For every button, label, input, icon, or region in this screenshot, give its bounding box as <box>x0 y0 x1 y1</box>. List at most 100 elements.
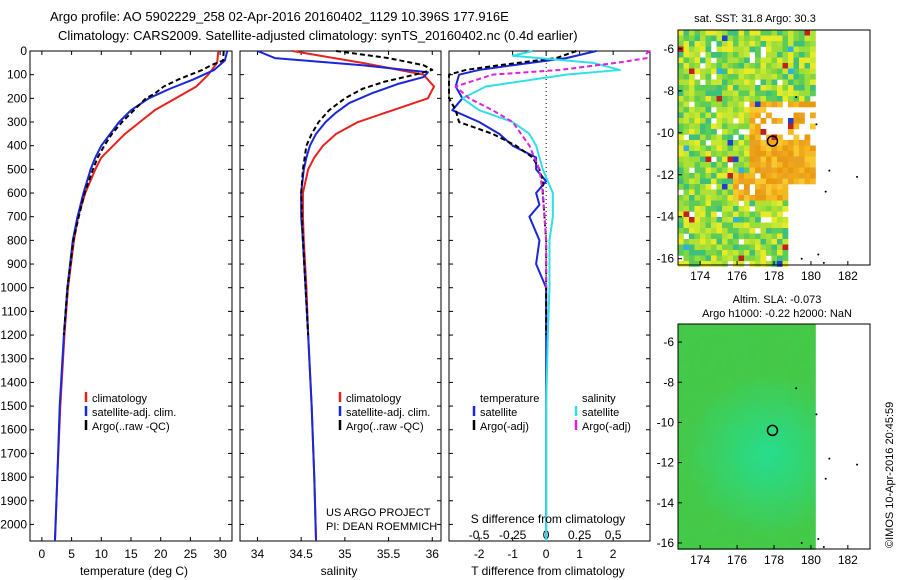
map-cell <box>705 324 712 330</box>
argo-float-marker <box>766 135 779 147</box>
map-cell <box>744 30 750 36</box>
map-cell <box>738 461 745 468</box>
map-cell <box>782 184 789 190</box>
map-cell <box>683 412 690 418</box>
map-cell <box>755 41 761 47</box>
map-cell <box>804 373 811 380</box>
map-y-tick-label: -8 <box>663 84 674 98</box>
map-cell <box>744 406 750 413</box>
map-cell <box>711 368 717 374</box>
map-cell <box>760 41 767 47</box>
map-cell <box>733 244 739 251</box>
map-cell <box>716 233 723 240</box>
map-cell <box>782 96 789 102</box>
map-cell <box>771 340 778 347</box>
map-cell <box>755 145 761 152</box>
map-cell <box>689 445 695 451</box>
map-cell <box>744 324 750 330</box>
map-cell <box>744 439 750 446</box>
map-cell <box>760 261 767 267</box>
map-cell <box>738 373 745 380</box>
map-cell <box>733 52 739 58</box>
map-cell <box>744 478 750 484</box>
map-cell <box>705 156 712 163</box>
map-cell <box>799 85 805 91</box>
map-cell <box>793 178 800 185</box>
map-cell <box>771 373 778 380</box>
map-cell <box>683 390 690 396</box>
map-cell <box>689 494 695 501</box>
plot-frame <box>29 50 233 542</box>
map-cell <box>733 494 739 501</box>
map-cell <box>755 211 761 218</box>
map-cell <box>700 261 706 267</box>
map-cell <box>799 63 805 69</box>
map-cell <box>810 483 816 490</box>
map-cell <box>771 189 778 196</box>
map-cell <box>744 239 750 245</box>
map-cell <box>782 456 789 462</box>
map-cell <box>683 516 690 523</box>
map-cell <box>771 351 778 358</box>
map-cell <box>782 362 789 369</box>
map-cell <box>799 478 805 484</box>
map-cell <box>760 373 767 380</box>
map-cell <box>733 178 739 185</box>
map-cell <box>683 173 690 179</box>
map-cell <box>716 516 723 523</box>
map-cell <box>689 368 695 374</box>
map-cell <box>804 156 811 163</box>
map-cell <box>705 96 712 102</box>
map-cell <box>788 335 794 341</box>
map-cell <box>733 129 739 135</box>
map-cell <box>716 167 723 174</box>
map-cell <box>799 30 805 36</box>
map-cell <box>760 244 767 251</box>
map-cell <box>689 233 695 240</box>
map-cell <box>749 340 756 347</box>
map-cell <box>700 211 706 218</box>
map-cell <box>749 500 756 506</box>
map-cell <box>793 145 800 152</box>
map-cell <box>716 41 723 47</box>
map-cell <box>749 511 756 517</box>
map-cell <box>722 156 728 163</box>
map-cell <box>689 200 695 207</box>
x-tick-label: 5 <box>68 547 75 561</box>
map-cell <box>700 467 706 473</box>
x-tick-label: 34.5 <box>289 547 313 561</box>
map-cell <box>799 522 805 528</box>
map-cell <box>694 101 701 108</box>
map-cell <box>716 390 723 396</box>
map-cell <box>722 222 728 229</box>
map-cell <box>793 516 800 523</box>
map-cell <box>727 461 734 468</box>
map-cell <box>804 85 811 91</box>
map-cell <box>793 390 800 396</box>
map-cell <box>782 57 789 64</box>
sla-map-title: Altim. SLA: -0.073 <box>733 294 822 306</box>
map-cell <box>771 390 778 396</box>
map-cell <box>810 450 816 457</box>
map-cell <box>678 195 684 201</box>
legend-title-salinity: salinity <box>582 393 616 405</box>
map-cell <box>711 239 717 245</box>
map-cell <box>755 456 761 462</box>
map-cell <box>760 79 767 86</box>
map-cell <box>744 351 750 358</box>
map-cell <box>722 406 728 413</box>
map-cell <box>755 489 761 495</box>
x2-tick-label: -0.5 <box>469 528 490 542</box>
map-cell <box>799 395 805 402</box>
map-cell <box>683 335 690 341</box>
map-cell <box>716 412 723 418</box>
temperature-panel: 0 5 10 15 20 25 300100200300400500600700800900… <box>0 44 233 578</box>
map-cell <box>694 145 701 152</box>
map-cell <box>760 428 767 435</box>
map-cell <box>788 351 794 358</box>
map-cell <box>694 368 701 374</box>
map-cell <box>733 239 739 245</box>
map-cell <box>744 450 750 457</box>
map-cell <box>777 233 783 240</box>
